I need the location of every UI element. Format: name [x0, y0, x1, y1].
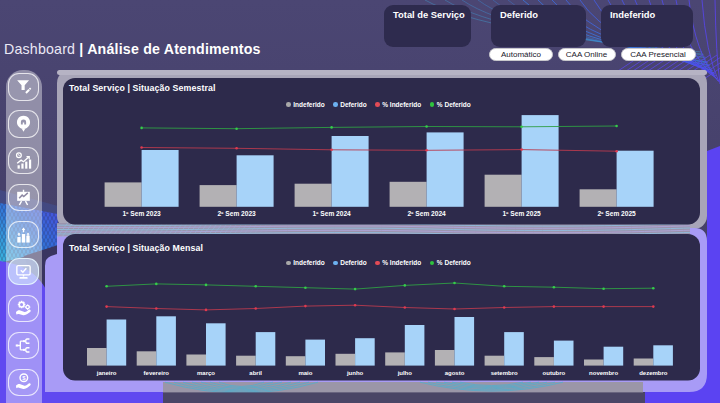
svg-text:$: $ — [22, 374, 26, 380]
